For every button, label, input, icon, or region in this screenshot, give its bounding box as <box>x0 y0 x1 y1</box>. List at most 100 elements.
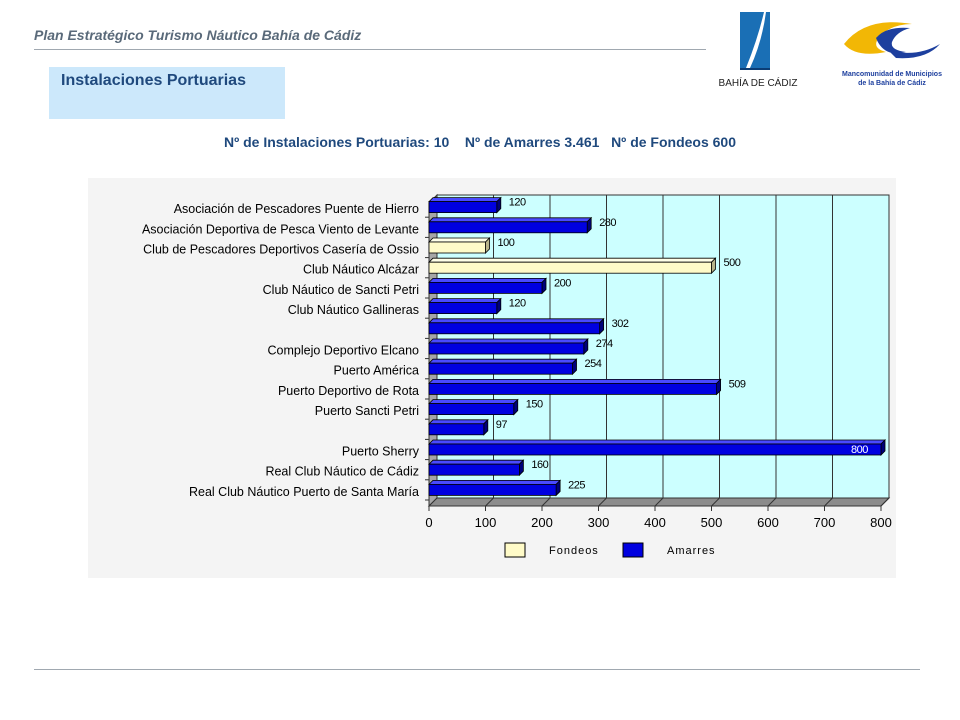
gridline-floor <box>541 497 551 507</box>
gridline-floor <box>654 497 664 507</box>
bar <box>428 398 519 416</box>
bar-top <box>428 257 717 263</box>
bar-value-label: 509 <box>729 378 746 390</box>
bar <box>428 317 605 335</box>
bar-value-label: 274 <box>596 338 613 350</box>
bar-face <box>428 282 543 294</box>
bar-top <box>428 479 562 485</box>
x-tick-label: 600 <box>757 515 779 530</box>
bar-top <box>428 399 519 405</box>
logo-manc-line1: Mancomunidad de Municipios <box>842 71 942 78</box>
category-label: Complejo Deportivo Elcano <box>268 344 420 358</box>
x-tick-label: 500 <box>701 515 723 530</box>
bar-value-label: 254 <box>585 358 602 370</box>
bar-face <box>428 261 712 274</box>
gridline-floor <box>711 497 720 507</box>
bar-top <box>428 318 605 324</box>
legend-label: Amarres <box>667 545 716 557</box>
x-tick-label: 400 <box>644 515 666 530</box>
bar <box>428 459 525 477</box>
bar-top <box>428 278 547 283</box>
bar <box>428 297 502 315</box>
category-label: Real Club Náutico Puerto de Santa María <box>189 485 419 499</box>
logo-manc-line2: de la Bahía de Cádiz <box>858 80 926 87</box>
mancomunidad-logo: Mancomunidad de Municipios de la Bahía d… <box>842 22 942 87</box>
bar-value-label: 150 <box>526 399 543 411</box>
gridline-floor <box>767 497 777 507</box>
category-labels: Asociación de Pescadores Puente de Hierr… <box>142 202 429 501</box>
bar <box>428 277 547 295</box>
bahia-de-cadiz-logo: BAHÍA DE CÁDIZ <box>719 12 797 89</box>
legend-label: Fondeos <box>549 545 599 557</box>
category-label: Club de Pescadores Deportivos Casería de… <box>143 243 419 257</box>
category-label: Asociación Deportiva de Pesca Viento de … <box>142 222 419 236</box>
header-title: Plan Estratégico Turismo Náutico Bahía d… <box>34 27 362 43</box>
x-tick-label: 700 <box>814 515 836 530</box>
bar-face <box>428 322 601 335</box>
bar-face <box>428 483 557 496</box>
bar <box>428 378 722 396</box>
gridline-floor <box>880 497 890 507</box>
bars-group: 120 280 100 500 200 120 302 274 254 509 150 97 800 16… <box>428 196 886 497</box>
category-label: Puerto Sancti Petri <box>315 404 419 418</box>
bar-top <box>428 298 502 303</box>
gridline-floor <box>598 497 607 507</box>
bar-face <box>428 382 717 395</box>
legend-swatch <box>622 542 644 558</box>
bar-face <box>428 362 573 375</box>
legend-swatch <box>504 542 526 558</box>
bar-face <box>428 423 485 436</box>
chart-panel: 120 280 100 500 200 120 302 274 254 509 150 97 800 16… <box>88 178 896 578</box>
bar <box>428 418 489 436</box>
bar-face <box>428 221 588 234</box>
bar-face <box>428 443 882 456</box>
category-label: Club Náutico Gallineras <box>288 303 419 317</box>
legend: Fondeos Amarres <box>504 542 716 558</box>
category-label: Real Club Náutico de Cádiz <box>265 465 419 479</box>
bar-top <box>428 338 589 344</box>
bar-top <box>428 217 593 223</box>
bar <box>428 196 502 214</box>
bar-value-label: 160 <box>531 459 548 471</box>
footer-divider <box>34 669 920 670</box>
category-label: Club Náutico Alcázar <box>303 263 419 277</box>
bar-top <box>428 419 489 425</box>
x-tick-label: 300 <box>588 515 610 530</box>
bar-top <box>428 378 722 384</box>
x-tick-label: 200 <box>531 515 553 530</box>
bar-value-label: 120 <box>509 197 526 209</box>
bar-top <box>428 197 502 203</box>
bar-value-label: 120 <box>509 298 526 310</box>
bar-value-label: 800 <box>851 444 868 456</box>
x-tick-label: 0 <box>425 515 432 530</box>
bar-chart: 120 280 100 500 200 120 302 274 254 509 150 97 800 16… <box>142 193 892 558</box>
bar-face <box>428 201 498 214</box>
bar-value-label: 280 <box>599 217 616 229</box>
bar-face <box>428 241 486 254</box>
category-label: Puerto Sherry <box>342 445 420 459</box>
bar <box>428 358 578 376</box>
bar-value-label: 500 <box>724 257 741 269</box>
summary-text: Nº de Instalaciones Portuarias: 10 Nº de… <box>223 134 736 150</box>
bar <box>428 216 593 234</box>
bar <box>428 479 562 497</box>
bar-face <box>428 463 520 476</box>
bar <box>428 439 886 456</box>
bar-top <box>428 358 578 364</box>
section-title: Instalaciones Portuarias <box>61 72 246 89</box>
x-tick-label: 800 <box>870 515 892 530</box>
category-label: Puerto Deportivo de Rota <box>278 384 419 398</box>
bar <box>428 257 717 275</box>
bar-top <box>428 459 525 465</box>
gridline-floor <box>824 497 833 507</box>
bar-value-label: 200 <box>554 277 571 289</box>
bar-face <box>428 403 515 416</box>
section-title-box: Instalaciones Portuarias <box>49 67 285 119</box>
bar-top <box>428 439 886 445</box>
bar-face <box>428 342 585 355</box>
category-label: Asociación de Pescadores Puente de Hierr… <box>174 202 419 216</box>
bar-value-label: 100 <box>498 237 515 249</box>
category-label: Puerto América <box>334 364 420 378</box>
header-divider <box>34 49 706 50</box>
x-axis: 0 100 200 300 400 500 600 700 800 <box>425 506 892 530</box>
